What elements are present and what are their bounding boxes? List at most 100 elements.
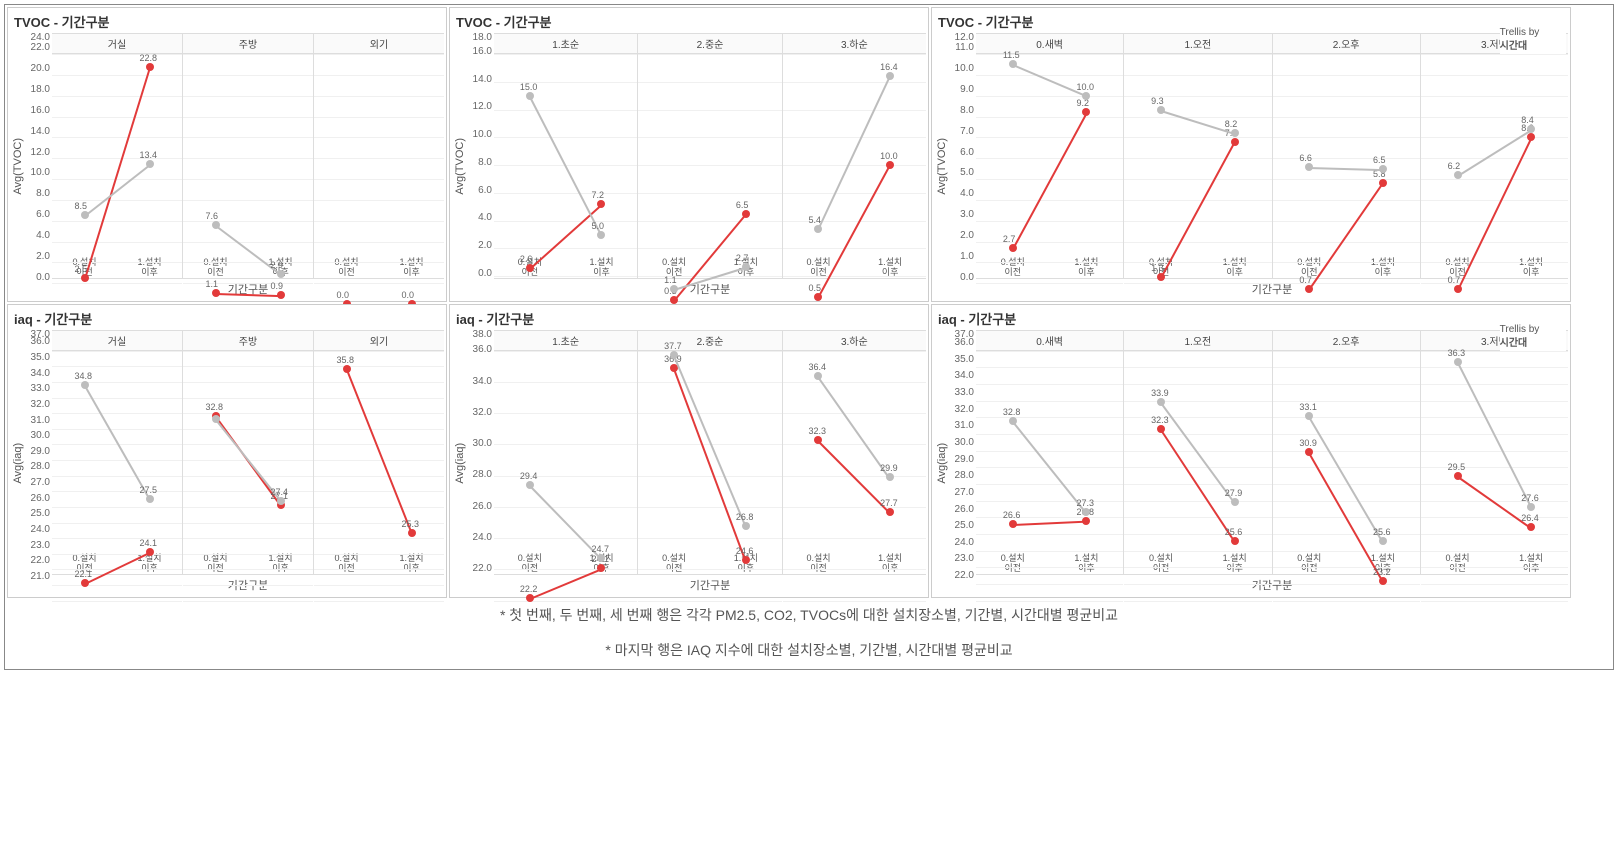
- data-label: 6.2: [1448, 161, 1461, 171]
- data-point: [1379, 165, 1387, 173]
- panel-plot: 29.5 26.4 36.3 27.6: [1421, 351, 1568, 553]
- data-point: [597, 200, 605, 208]
- data-point: [146, 160, 154, 168]
- panel-header: 1.초순: [494, 34, 637, 54]
- x-axis-ticks: 0.설치이전1.설치이후: [976, 552, 1123, 574]
- trellis-panel: 3.하순32.327.736.429.90.설치이전1.설치이후: [783, 331, 926, 575]
- data-point: [1305, 163, 1313, 171]
- trellis-panels: 거실22.124.134.827.50.설치이전1.설치이후주방32.827.1…: [52, 330, 444, 576]
- data-label: 2.7: [1003, 234, 1016, 244]
- data-label: 0.9: [271, 281, 284, 291]
- data-label: 1.3: [1151, 263, 1164, 273]
- trellis-panel: 1.초순22.224.129.424.70.설치이전1.설치이후: [494, 331, 638, 575]
- data-label: 9.2: [1076, 98, 1089, 108]
- series-line: [673, 368, 746, 561]
- x-axis-ticks: 0.설치이전1.설치이후: [314, 552, 444, 574]
- data-label: 8.4: [1521, 115, 1534, 125]
- panel-plot: 0.75.86.66.5: [1273, 54, 1420, 256]
- data-point: [814, 225, 822, 233]
- panel-header: 주방: [183, 331, 313, 351]
- data-point: [597, 231, 605, 239]
- panel-plot: 32.325.633.927.9: [1124, 351, 1271, 553]
- trellis-panels: 1.초순2.67.215.05.00.설치이전1.설치이후2.중순0.36.51…: [494, 33, 926, 279]
- data-label: 10.0: [880, 151, 898, 161]
- x-axis-ticks: 0.설치이전1.설치이후: [494, 256, 637, 278]
- x-axis-label: 기간구분: [494, 279, 926, 299]
- data-point: [1305, 448, 1313, 456]
- y-axis-label: Avg(TVOC): [10, 33, 26, 299]
- panel-header: 2.오후: [1273, 34, 1420, 54]
- data-label: 16.4: [880, 62, 898, 72]
- data-label: 24.7: [591, 544, 609, 554]
- panel-plot: 32.827.127.4: [183, 351, 313, 553]
- panel-plot: 26.626.832.827.3: [976, 351, 1123, 553]
- data-label: 27.6: [1521, 493, 1539, 503]
- data-label: 2.6: [520, 254, 533, 264]
- data-label: 30.9: [1299, 438, 1317, 448]
- chart-body: Avg(TVOC)24.022.020.018.016.014.012.010.…: [10, 33, 444, 299]
- data-point: [1082, 108, 1090, 116]
- data-label: 36.3: [1448, 348, 1466, 358]
- trellis-panels: 0.새벽26.626.832.827.30.설치이전1.설치이후1.오전32.3…: [976, 330, 1568, 576]
- x-axis-ticks: 0.설치이전1.설치이후: [1273, 256, 1420, 278]
- x-axis-ticks: 0.설치이전1.설치이후: [52, 552, 182, 574]
- data-label: 32.8: [206, 402, 224, 412]
- data-label: 33.9: [1151, 388, 1169, 398]
- data-label: 32.3: [1151, 415, 1169, 425]
- data-label: 29.5: [1448, 462, 1466, 472]
- chart-r2c2: iaq - 기간구분Avg(iaq)38.036.034.032.030.028…: [449, 304, 929, 599]
- data-point: [742, 522, 750, 530]
- panel-header: 2.중순: [638, 34, 781, 54]
- data-point: [1454, 358, 1462, 366]
- x-axis-ticks: 0.설치이전1.설치이후: [1124, 552, 1271, 574]
- data-point: [1454, 171, 1462, 179]
- data-point: [1379, 537, 1387, 545]
- y-axis-label: Avg(TVOC): [934, 33, 950, 299]
- x-axis-ticks: 0.설치이전1.설치이후: [1421, 256, 1568, 278]
- data-point: [1454, 285, 1462, 293]
- panel-plot: 36.924.637.726.8: [638, 351, 781, 553]
- data-label: 22.1: [75, 569, 93, 579]
- data-point: [886, 72, 894, 80]
- series-line: [1013, 521, 1087, 526]
- trellis-panel: 3.저녁29.526.436.327.60.설치이전1.설치이후: [1421, 331, 1568, 575]
- data-label: 0.7: [1299, 275, 1312, 285]
- data-label: 8.2: [1225, 119, 1238, 129]
- data-label: 0.5: [808, 283, 821, 293]
- data-point: [526, 264, 534, 272]
- data-label: 24.1: [140, 538, 158, 548]
- data-point: [886, 161, 894, 169]
- y-axis-ticks: 24.022.020.018.016.014.012.010.08.06.04.…: [26, 33, 52, 299]
- data-label: 25.3: [402, 519, 420, 529]
- data-point: [1527, 125, 1535, 133]
- x-axis-ticks: 0.설치이전1.설치이후: [494, 552, 637, 574]
- data-point: [408, 529, 416, 537]
- trellis-panel: 거실2.522.88.513.40.설치이전1.설치이후: [52, 34, 183, 278]
- chart-title: iaq - 기간구분: [10, 307, 444, 330]
- data-point: [212, 415, 220, 423]
- data-label: 27.9: [1225, 488, 1243, 498]
- trellis-panel: 3.저녁0.78.06.28.40.설치이전1.설치이후: [1421, 34, 1568, 278]
- chart-r2c3: iaq - 기간구분Trellis by시간대Color by설치구분0.설치세…: [931, 304, 1571, 599]
- data-label: 36.4: [808, 362, 826, 372]
- x-axis-ticks: 0.설치이전1.설치이후: [183, 256, 313, 278]
- x-axis-ticks: 0.설치이전1.설치이후: [314, 256, 444, 278]
- panel-header: 2.오후: [1273, 331, 1420, 351]
- data-point: [146, 495, 154, 503]
- panel-plot: 0.00.0: [314, 54, 444, 256]
- data-label: 26.4: [1521, 513, 1539, 523]
- series-line: [1457, 129, 1532, 177]
- panel-plot: 30.923.233.125.6: [1273, 351, 1420, 553]
- x-axis-ticks: 0.설치이전1.설치이후: [1124, 256, 1271, 278]
- data-point: [146, 548, 154, 556]
- data-point: [1009, 417, 1017, 425]
- trellis-panel: 2.오후30.923.233.125.60.설치이전1.설치이후: [1273, 331, 1421, 575]
- data-label: 6.5: [736, 200, 749, 210]
- panel-header: 2.중순: [638, 331, 781, 351]
- panel-plot: 22.224.129.424.7: [494, 351, 637, 553]
- panel-plot: 22.124.134.827.5: [52, 351, 182, 553]
- data-point: [886, 508, 894, 516]
- chart-r1c1: TVOC - 기간구분Avg(TVOC)24.022.020.018.016.0…: [7, 7, 447, 302]
- trellis-panel: 0.새벽2.79.211.510.00.설치이전1.설치이후: [976, 34, 1124, 278]
- data-label: 27.5: [140, 485, 158, 495]
